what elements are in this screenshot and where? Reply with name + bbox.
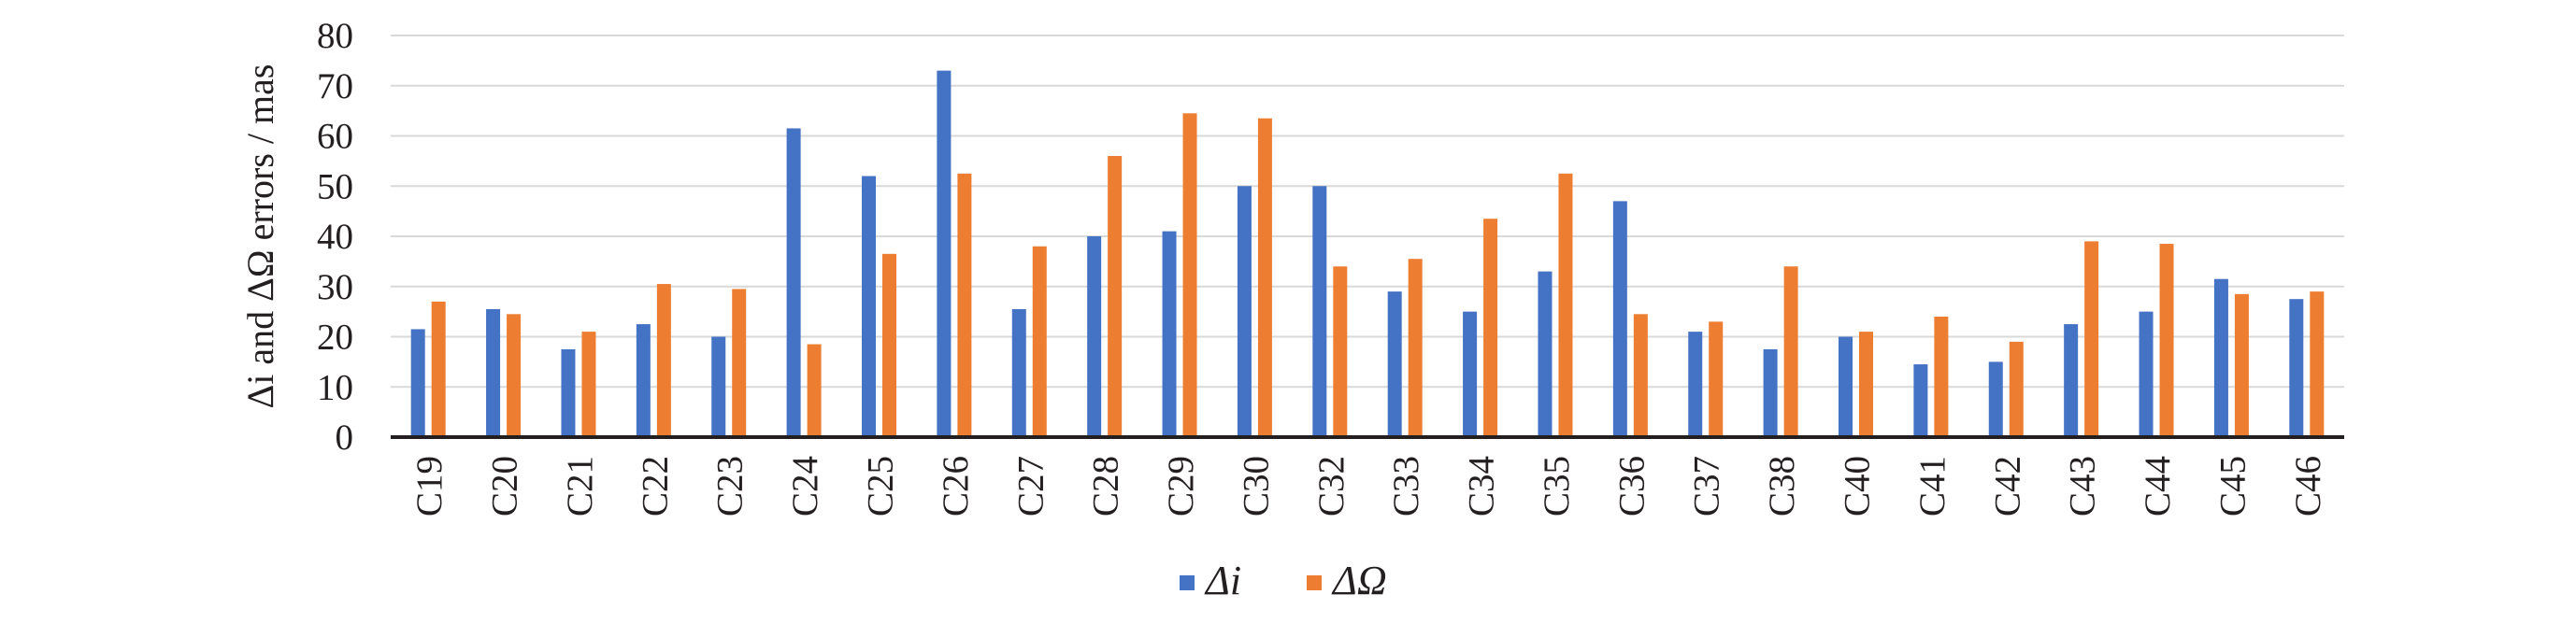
y-tick-label: 40: [317, 217, 353, 257]
bar-delta-omega-c29: [1182, 113, 1197, 437]
y-axis-label: Δi and ΔΩ errors / mas: [239, 64, 281, 409]
bar-delta-i-c36: [1612, 201, 1627, 437]
bar-delta-omega-c30: [1257, 118, 1272, 437]
bar-delta-omega-c43: [2084, 241, 2099, 437]
bar-delta-omega-c32: [1333, 266, 1348, 437]
bar-delta-i-c29: [1162, 231, 1177, 437]
bar-delta-i-c30: [1237, 186, 1252, 437]
bar-delta-omega-c35: [1558, 173, 1573, 437]
bar-delta-omega-c24: [807, 344, 822, 437]
x-tick-label: C36: [1611, 456, 1652, 517]
x-tick-label: C33: [1386, 456, 1426, 517]
bar-delta-i-c34: [1463, 311, 1478, 437]
legend-swatch: [1307, 575, 1322, 590]
x-tick-label: C44: [2138, 456, 2178, 517]
y-tick-label: 0: [336, 418, 354, 458]
bar-delta-omega-c28: [1108, 156, 1123, 437]
x-tick-label: C34: [1462, 456, 1502, 517]
x-tick-label: C42: [1987, 456, 2027, 517]
bar-delta-omega-c25: [882, 253, 896, 437]
y-axis-ticks: 0 10 20 30 40 50 60 70 80: [317, 16, 353, 458]
bars: [410, 70, 2325, 437]
bar-delta-i-c46: [2289, 299, 2304, 437]
legend-label: Δi: [1204, 558, 1241, 603]
bar-delta-i-c35: [1538, 271, 1553, 437]
bar-delta-i-c26: [937, 70, 952, 437]
bar-delta-i-c42: [1988, 361, 2003, 437]
x-tick-label: C43: [2063, 456, 2103, 517]
legend: Δi ΔΩ: [1180, 558, 1387, 603]
bar-delta-i-c24: [786, 128, 801, 437]
x-tick-label: C25: [861, 456, 901, 517]
bar-delta-i-c20: [486, 308, 501, 437]
bar-delta-i-c19: [410, 329, 425, 437]
bar-delta-omega-c40: [1859, 332, 1873, 437]
bar-delta-omega-c45: [2234, 293, 2249, 437]
x-tick-label: C30: [1236, 456, 1276, 517]
x-tick-label: C29: [1161, 456, 1201, 517]
x-tick-label: C45: [2212, 456, 2253, 517]
bar-delta-i-c32: [1312, 186, 1327, 437]
bar-delta-omega-c38: [1783, 266, 1798, 437]
x-tick-label: C32: [1311, 456, 1352, 517]
x-tick-label: C35: [1537, 456, 1577, 517]
bar-delta-i-c45: [2213, 278, 2228, 437]
legend-label: ΔΩ: [1331, 558, 1387, 603]
x-tick-label: C23: [710, 456, 751, 517]
bar-delta-i-c23: [711, 336, 726, 437]
y-tick-label: 10: [317, 367, 353, 407]
bar-delta-omega-c46: [2310, 291, 2325, 437]
bar-delta-i-c22: [636, 324, 651, 437]
x-tick-label: C24: [785, 456, 825, 517]
x-tick-label: C46: [2288, 456, 2328, 517]
bar-delta-i-c38: [1763, 348, 1778, 437]
y-tick-label: 20: [317, 318, 353, 358]
x-tick-label: C37: [1687, 456, 1727, 517]
x-tick-label: C20: [485, 456, 525, 517]
bar-delta-omega-c44: [2159, 244, 2174, 437]
bar-delta-i-c41: [1913, 364, 1928, 437]
bar-delta-omega-c23: [732, 289, 747, 437]
bar-delta-omega-c20: [507, 314, 522, 437]
x-tick-label: C28: [1086, 456, 1126, 517]
x-tick-label: C26: [936, 456, 976, 517]
x-tick-label: C38: [1762, 456, 1802, 517]
bar-delta-i-c37: [1688, 332, 1703, 437]
x-tick-label: C27: [1010, 456, 1051, 517]
gridlines: [391, 35, 2344, 389]
x-axis-ticks: C19 C20 C21 C22 C23 C24 C25 C26 C27 C28 C29 C30 C32 C…: [409, 456, 2328, 517]
x-tick-label: C21: [560, 456, 600, 517]
bar-delta-i-c21: [561, 348, 576, 437]
bar-delta-omega-c26: [957, 173, 972, 437]
bar-delta-omega-c33: [1408, 259, 1423, 437]
y-tick-label: 80: [317, 16, 353, 56]
y-tick-label: 50: [317, 166, 353, 206]
bar-delta-omega-c42: [2009, 341, 2024, 437]
bar-delta-i-c27: [1011, 308, 1026, 437]
bar-delta-omega-c41: [1934, 317, 1949, 437]
bar-delta-i-c44: [2139, 311, 2154, 437]
x-tick-label: C22: [635, 456, 675, 517]
y-tick-label: 70: [317, 66, 353, 106]
bar-delta-omega-c36: [1633, 314, 1648, 437]
bar-delta-omega-c34: [1483, 219, 1498, 437]
bar-delta-i-c40: [1839, 336, 1853, 437]
bar-delta-i-c43: [2064, 324, 2079, 437]
bar-delta-omega-c27: [1032, 246, 1047, 437]
bar-delta-omega-c37: [1709, 321, 1724, 437]
legend-swatch: [1180, 575, 1195, 590]
bar-delta-i-c25: [862, 176, 876, 437]
y-tick-label: 30: [317, 267, 353, 307]
bar-delta-omega-c19: [431, 301, 446, 437]
bar-delta-omega-c22: [656, 284, 671, 437]
x-tick-label: C41: [1912, 456, 1953, 517]
x-tick-label: C19: [409, 456, 450, 517]
bar-delta-i-c28: [1087, 236, 1102, 437]
x-tick-label: C40: [1838, 456, 1878, 517]
bar-delta-omega-c21: [581, 332, 596, 437]
bar-delta-i-c33: [1387, 291, 1402, 437]
y-tick-label: 60: [317, 117, 353, 157]
